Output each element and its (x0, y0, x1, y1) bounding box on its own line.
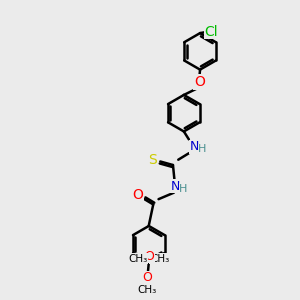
Text: CH₃: CH₃ (138, 285, 157, 295)
Text: N: N (190, 140, 199, 153)
Text: S: S (148, 153, 157, 167)
Text: H: H (179, 184, 188, 194)
Text: O: O (144, 250, 154, 263)
Text: O: O (133, 188, 143, 202)
Text: O: O (142, 271, 152, 284)
Text: O: O (194, 75, 205, 89)
Text: N: N (170, 180, 180, 193)
Text: CH₃: CH₃ (150, 254, 169, 264)
Text: Cl: Cl (204, 25, 218, 39)
Text: H: H (198, 144, 207, 154)
Text: CH₃: CH₃ (128, 254, 148, 264)
Text: O: O (143, 250, 153, 263)
